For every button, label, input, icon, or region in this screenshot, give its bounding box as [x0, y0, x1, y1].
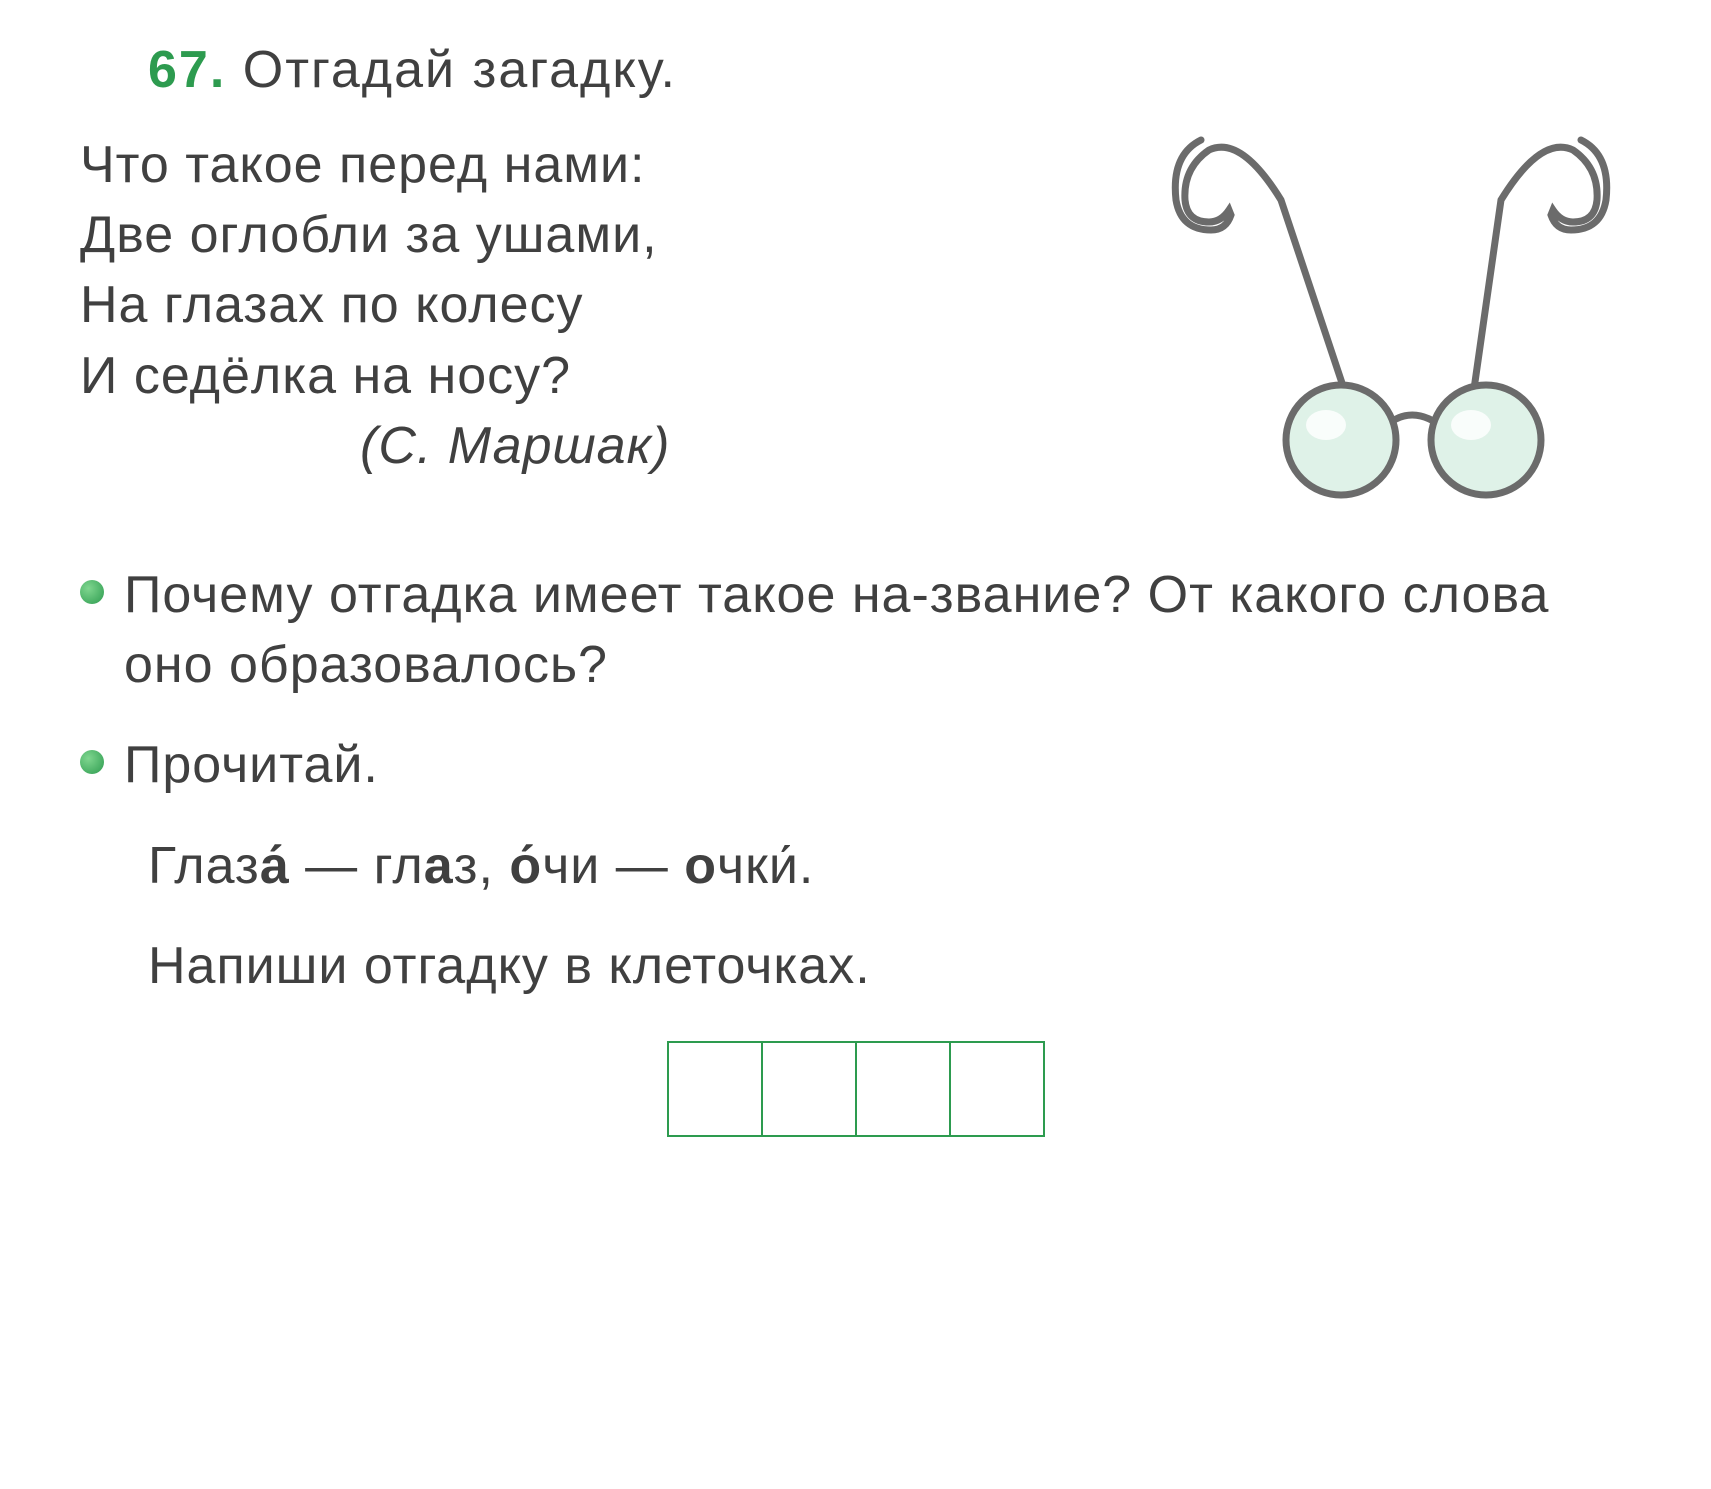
question-section: Почему отгадка имеет такое на-звание? От… — [80, 560, 1631, 700]
riddle-line-2: Две оглобли за ушами, — [80, 200, 1111, 270]
bullet-icon — [80, 750, 104, 774]
answer-cell[interactable] — [667, 1041, 763, 1137]
riddle-author: (С. Маршак) — [80, 411, 1111, 481]
word-part: Глаз — [148, 837, 260, 895]
final-instruction: Напиши отгадку в клеточках. — [80, 931, 1631, 1001]
word-part: чки́. — [717, 837, 814, 895]
exercise-title: Отгадай загадку. — [243, 41, 677, 99]
answer-grid[interactable] — [80, 1041, 1631, 1137]
word-part: — гл — [290, 837, 424, 895]
riddle-block: Что такое перед нами: Две оглобли за уша… — [80, 130, 1111, 530]
glasses-illustration — [1151, 130, 1631, 530]
riddle-line-1: Что такое перед нами: — [80, 130, 1111, 200]
read-section: Прочитай. — [80, 730, 1631, 800]
question-text-1: Почему отгадка имеет такое на-звание? От… — [124, 560, 1631, 700]
word-part: з, — [454, 837, 510, 895]
word-analysis-line: Глаза́ — глаз, о́чи — очки́. — [80, 831, 1631, 901]
answer-cell[interactable] — [855, 1041, 951, 1137]
riddle-line-4: И седёлка на носу? — [80, 341, 1111, 411]
word-bold-a2: а — [424, 837, 454, 895]
exercise-header: 67. Отгадай загадку. — [80, 40, 1631, 100]
answer-cell[interactable] — [949, 1041, 1045, 1137]
glasses-icon — [1151, 130, 1631, 530]
bullet-item-2: Прочитай. — [80, 730, 1631, 800]
riddle-row: Что такое перед нами: Две оглобли за уша… — [80, 130, 1631, 530]
riddle-line-3: На глазах по колесу — [80, 270, 1111, 340]
word-part: чи — — [542, 837, 684, 895]
word-bold-o1: о́ — [509, 837, 542, 895]
word-bold-o2: о — [684, 837, 717, 895]
bullet-item-1: Почему отгадка имеет такое на-звание? От… — [80, 560, 1631, 700]
bullet-icon — [80, 580, 104, 604]
answer-cell[interactable] — [761, 1041, 857, 1137]
read-text: Прочитай. — [124, 730, 1631, 800]
exercise-number: 67. — [148, 41, 226, 99]
word-bold-a1: а́ — [260, 837, 290, 895]
